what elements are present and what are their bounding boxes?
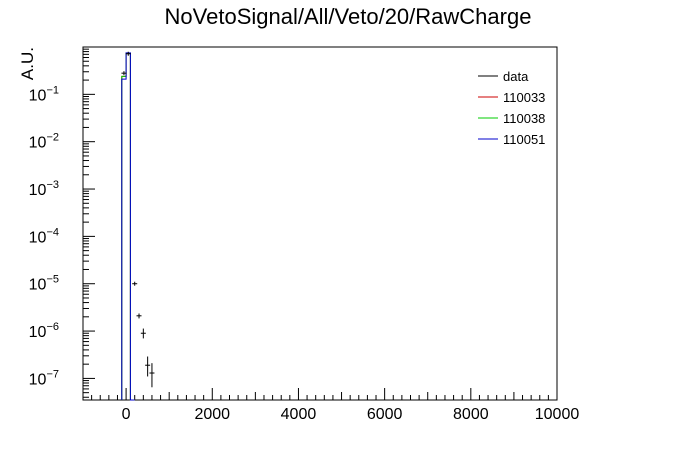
y-tick-label: 10−5 [29,274,59,294]
x-tick-label: 4000 [281,406,317,423]
legend-label: 110033 [503,90,545,105]
hist-110051 [121,52,135,401]
legend-label: 110051 [503,132,545,147]
x-tick-label: 6000 [367,406,403,423]
plot-frame [82,46,558,401]
y-tick-label: 10−7 [29,368,59,388]
y-tick-label: 10−6 [29,321,59,341]
legend-item-110051: 110051 [478,132,545,147]
data-point [125,51,131,56]
data-point [121,71,127,76]
y-tick-label: 10−3 [29,179,59,199]
data-point [140,328,146,339]
legend-item-110038: 110038 [478,111,545,126]
data-point [149,363,155,388]
legend-label: 110038 [503,111,545,126]
y-axis-title: A.U. [18,47,37,80]
x-tick-label: 8000 [453,406,489,423]
data-point [136,313,142,319]
x-axis: 0 2000 4000 6000 8000 10000 [82,388,580,423]
series-layer [121,51,155,401]
legend-label: data [503,69,529,84]
x-tick-label: 0 [122,406,131,423]
y-axis: 10−7 10−6 10−5 10−4 10−3 10−2 10−1 [29,46,95,398]
x-tick-label: 2000 [194,406,230,423]
legend-item-data: data [478,69,529,84]
data-point [132,281,138,286]
hist-110033 [121,52,135,401]
legend: data 110033 110038 110051 [478,69,545,147]
hist-110038 [121,52,135,401]
chart-title: NoVetoSignal/All/Veto/20/RawCharge [165,4,532,29]
y-tick-label: 10−1 [29,84,59,104]
data-point [145,356,151,377]
y-tick-label: 10−4 [29,226,59,246]
legend-item-110033: 110033 [478,90,545,105]
y-tick-label: 10−2 [29,132,59,152]
x-tick-label: 10000 [535,406,580,423]
